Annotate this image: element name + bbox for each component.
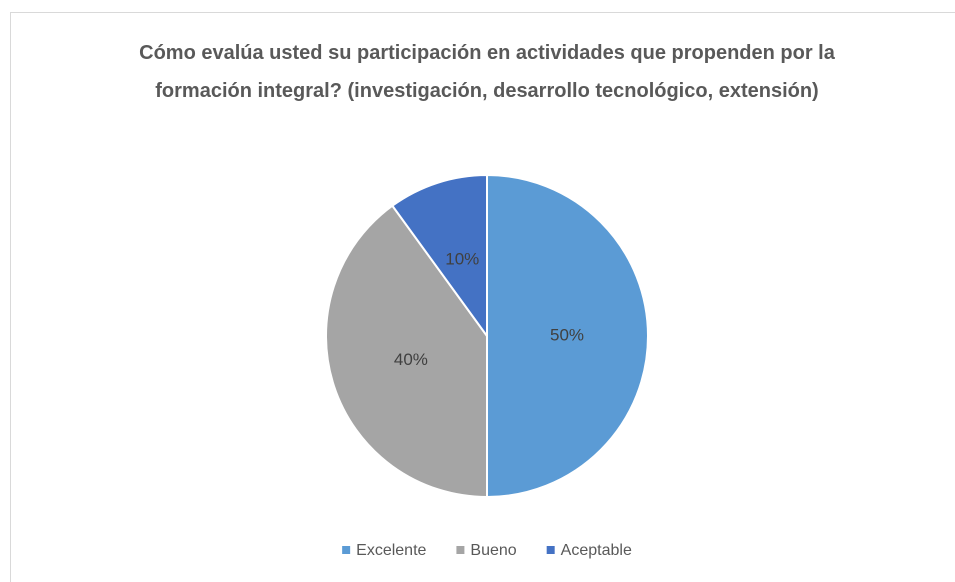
pie-slice xyxy=(390,173,488,340)
legend-swatch xyxy=(456,546,465,554)
legend-swatch xyxy=(546,546,555,554)
legend-label: Excelente xyxy=(356,542,426,559)
legend-swatch xyxy=(342,546,351,554)
legend-label: Aceptable xyxy=(561,542,632,559)
chart-title: Cómo evalúa usted su participación en ac… xyxy=(139,42,835,102)
legend-label: Bueno xyxy=(470,542,516,559)
data-label: 40% xyxy=(394,350,428,369)
pie-slice xyxy=(486,173,649,499)
chart-border xyxy=(10,12,955,582)
data-label: 50% xyxy=(550,325,584,344)
data-label: 10% xyxy=(445,249,479,268)
pie-slice xyxy=(325,204,488,499)
